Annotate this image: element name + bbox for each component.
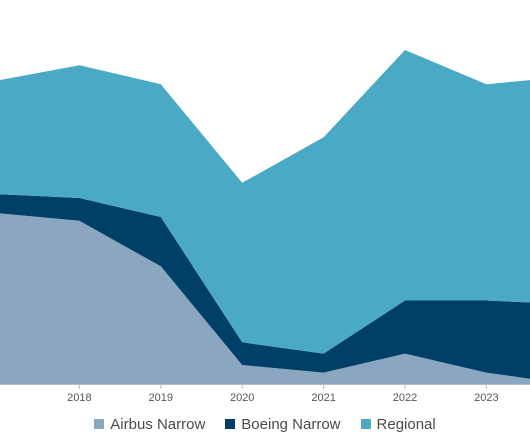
legend-label-boeing-narrow: Boeing Narrow <box>241 415 341 433</box>
x-tick-label: 2021 <box>311 392 335 404</box>
x-axis-ticks: 2018201920202021202220232024 <box>67 384 499 404</box>
legend-item-regional: Regional <box>360 415 436 433</box>
x-tick-label: 2019 <box>149 392 173 404</box>
legend-label-regional: Regional <box>376 415 436 433</box>
legend: Airbus Narrow Boeing Narrow Regional <box>0 412 530 436</box>
area-layers <box>0 50 530 384</box>
legend-swatch-airbus-narrow <box>94 419 105 429</box>
legend-label-airbus-narrow: Airbus Narrow <box>110 415 206 433</box>
legend-swatch-regional <box>360 419 371 429</box>
x-tick-label: 2022 <box>393 392 417 404</box>
legend-item-airbus-narrow: Airbus Narrow <box>94 416 205 433</box>
x-tick-label: 2020 <box>230 392 254 404</box>
legend-swatch-boeing-narrow <box>225 419 236 429</box>
x-tick-label: 2018 <box>67 392 91 404</box>
legend-item-boeing-narrow: Boeing Narrow <box>225 415 341 433</box>
area-boeing-narrow <box>0 194 530 379</box>
area-regional <box>0 50 530 354</box>
area-airbus-narrow <box>0 213 530 384</box>
x-tick-label: 2023 <box>474 392 498 404</box>
